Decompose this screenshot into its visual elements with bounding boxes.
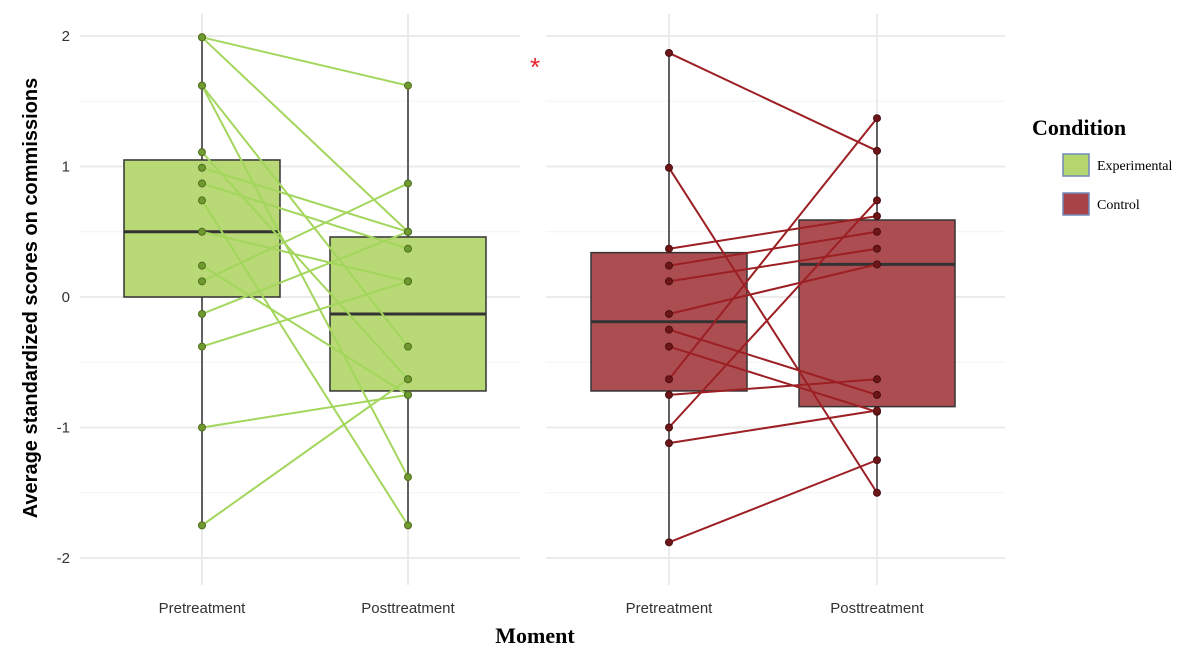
data-point (665, 390, 673, 399)
paired-line (668, 378, 878, 396)
data-point (404, 473, 412, 482)
data-point (404, 179, 412, 188)
data-point (665, 439, 673, 448)
paired-line (201, 393, 409, 429)
x-axis-ticks: Pretreatment Posttreatment Pretreatment Pos… (159, 600, 925, 617)
data-point (404, 244, 412, 253)
x-axis-title: Moment (495, 623, 575, 648)
data-point (873, 456, 881, 465)
data-point (665, 48, 673, 57)
paired-line (668, 117, 878, 380)
y-tick-label: -2 (57, 550, 70, 567)
paired-line (668, 409, 878, 445)
paired-line (668, 199, 878, 429)
data-point (198, 521, 206, 530)
data-point (873, 146, 881, 155)
legend-label-experimental: Experimental (1097, 159, 1173, 174)
paired-line (668, 215, 878, 250)
data-point (198, 33, 206, 42)
data-point (873, 114, 881, 123)
data-point (198, 163, 206, 172)
data-point (873, 488, 881, 497)
x-tick-label: Pretreatment (159, 600, 247, 617)
paired-line (201, 36, 409, 87)
paired-line (201, 280, 409, 348)
data-point (873, 260, 881, 269)
paired-line (668, 247, 878, 283)
paired-line (668, 345, 878, 413)
data-point (198, 81, 206, 90)
paired-line (668, 263, 878, 315)
paired-line (201, 264, 409, 396)
data-point (198, 196, 206, 205)
data-point (665, 244, 673, 253)
data-point (665, 277, 673, 286)
paired-line (201, 199, 409, 526)
paired-line (668, 52, 878, 152)
paired-line (668, 328, 878, 396)
data-point (665, 163, 673, 172)
data-point (665, 538, 673, 547)
data-point (404, 521, 412, 530)
data-point (404, 390, 412, 399)
data-point (665, 325, 673, 334)
data-point (404, 342, 412, 351)
paired-line (201, 230, 409, 283)
legend-swatch-control (1062, 192, 1090, 216)
data-point (198, 342, 206, 351)
legend: Condition Experimental Control (1032, 115, 1173, 216)
data-point (198, 277, 206, 286)
y-tick-label: 2 (62, 28, 70, 45)
data-point (198, 261, 206, 270)
data-point (665, 375, 673, 384)
paired-line (201, 230, 409, 315)
data-point (198, 148, 206, 157)
box-layer (123, 37, 956, 543)
data-point (873, 244, 881, 253)
y-tick-label: 1 (62, 159, 70, 176)
x-tick-label: Pretreatment (626, 600, 714, 617)
paired-line (201, 151, 409, 380)
data-point (665, 261, 673, 270)
paired-line (201, 182, 409, 283)
data-point (665, 309, 673, 318)
data-point (873, 196, 881, 205)
paired-line (201, 85, 409, 478)
legend-swatch-experimental (1062, 153, 1090, 177)
data-point (873, 390, 881, 399)
paired-line (201, 166, 409, 233)
y-axis-ticks: 2 1 0 -1 -2 (57, 28, 70, 567)
paired-lines-layer (201, 36, 878, 544)
paired-line (668, 459, 878, 544)
data-point (198, 227, 206, 236)
data-point (665, 423, 673, 432)
x-tick-label: Posttreatment (361, 600, 455, 617)
data-point (198, 179, 206, 188)
x-tick-label: Posttreatment (830, 600, 924, 617)
data-point (404, 277, 412, 286)
paired-line (201, 378, 409, 527)
paired-line (668, 167, 878, 494)
data-point (404, 375, 412, 384)
y-axis-title: Average standardized scores on commissio… (20, 78, 42, 519)
data-point (665, 342, 673, 351)
data-point (198, 423, 206, 432)
data-point (404, 227, 412, 236)
paired-line (201, 182, 409, 250)
data-point (404, 81, 412, 90)
data-point (198, 309, 206, 318)
y-tick-label: 0 (62, 289, 70, 306)
legend-label-control: Control (1097, 198, 1140, 213)
legend-title: Condition (1032, 115, 1126, 140)
significance-annotation: * (530, 52, 540, 82)
data-point (873, 406, 881, 415)
y-tick-label: -1 (57, 420, 70, 437)
points-layer (198, 33, 881, 547)
data-point (873, 227, 881, 236)
data-point (873, 375, 881, 384)
data-point (873, 212, 881, 221)
